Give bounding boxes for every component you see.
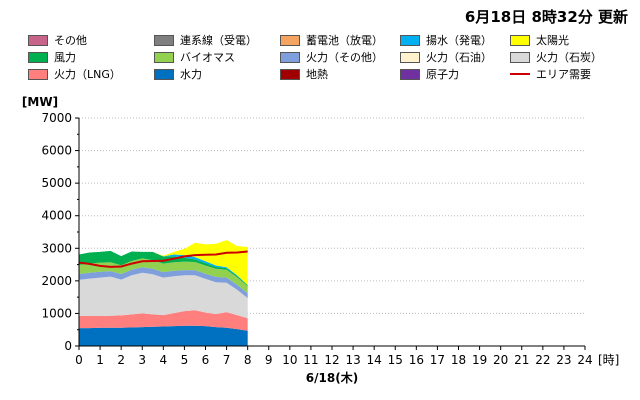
legend-label: 水力 <box>180 68 202 81</box>
y-tick-label: 7000 <box>41 111 72 125</box>
legend-item: 火力（石油） <box>400 50 510 64</box>
legend-label: 火力（その他） <box>306 51 383 64</box>
y-axis-label: [MW] <box>22 95 58 109</box>
x-tick-label: 10 <box>282 353 297 367</box>
legend-item: 火力（その他） <box>280 50 400 64</box>
demand-line <box>78 250 248 268</box>
x-tick-label: 20 <box>493 353 508 367</box>
legend-label: 太陽光 <box>536 34 569 47</box>
x-tick-label: 15 <box>388 353 403 367</box>
y-tick-label: 1000 <box>41 306 72 320</box>
legend-label: エリア需要 <box>536 68 591 81</box>
legend-item: 蓄電池（放電） <box>280 33 400 47</box>
area-series <box>79 325 248 346</box>
legend-label: 連系線（受電） <box>180 34 257 47</box>
legend-swatch <box>28 51 48 63</box>
x-tick-label: 17 <box>430 353 445 367</box>
legend-swatch <box>400 68 420 80</box>
legend-swatch <box>280 34 300 46</box>
area-series <box>79 240 248 286</box>
legend-swatch <box>28 68 48 80</box>
x-axis-label: 6/18(木) <box>306 370 358 385</box>
x-tick-label: 9 <box>265 353 273 367</box>
legend-item: 太陽光 <box>510 33 620 47</box>
x-tick-label: 16 <box>409 353 424 367</box>
legend-label: その他 <box>54 34 87 47</box>
x-tick-label: 11 <box>303 353 318 367</box>
legend-label: 地熱 <box>306 68 328 81</box>
legend-swatch <box>510 34 530 46</box>
y-tick-label: 3000 <box>41 241 72 255</box>
legend-item: 火力（LNG） <box>28 67 154 81</box>
x-tick-label: 12 <box>324 353 339 367</box>
x-tick-label: 23 <box>556 353 571 367</box>
legend-item: 地熱 <box>280 67 400 81</box>
area-series <box>79 272 248 319</box>
x-tick-label: 3 <box>138 353 146 367</box>
x-tick-label: 21 <box>514 353 529 367</box>
y-tick-label: 2000 <box>41 274 72 288</box>
legend-swatch <box>154 68 174 80</box>
legend-swatch <box>400 34 420 46</box>
x-tick-label: 4 <box>160 353 168 367</box>
legend-label: 火力（石油） <box>426 51 492 64</box>
legend-swatch <box>280 51 300 63</box>
x-tick-label: 1 <box>96 353 104 367</box>
area-series <box>79 250 248 287</box>
x-tick-label: 2 <box>117 353 125 367</box>
legend-swatch <box>510 73 530 75</box>
legend-swatch <box>28 34 48 46</box>
legend-item: バイオマス <box>154 50 280 64</box>
area-series <box>79 267 248 299</box>
x-tick-label: 13 <box>345 353 360 367</box>
x-tick-label: 24 <box>577 353 592 367</box>
x-unit-label: [時] <box>598 353 619 367</box>
legend-label: 原子力 <box>426 68 459 81</box>
legend-item: 揚水（発電） <box>400 33 510 47</box>
legend-item: 水力 <box>154 67 280 81</box>
legend-item: 原子力 <box>400 67 510 81</box>
x-tick-label: 18 <box>451 353 466 367</box>
legend-label: 火力（LNG） <box>54 68 121 81</box>
y-tick-label: 6000 <box>41 144 72 158</box>
x-tick-label: 14 <box>367 353 382 367</box>
area-series <box>79 310 248 331</box>
legend-swatch <box>154 51 174 63</box>
legend-item: 連系線（受電） <box>154 33 280 47</box>
x-tick-label: 5 <box>181 353 189 367</box>
legend-label: バイオマス <box>180 51 235 64</box>
legend-label: 風力 <box>54 51 76 64</box>
x-tick-label: 22 <box>535 353 550 367</box>
x-tick-label: 8 <box>244 353 252 367</box>
legend-label: 揚水（発電） <box>426 34 492 47</box>
legend-swatch <box>400 51 420 63</box>
legend-label: 火力（石炭） <box>536 51 602 64</box>
legend-swatch <box>510 51 530 63</box>
legend-swatch <box>154 34 174 46</box>
x-tick-label: 7 <box>223 353 231 367</box>
y-tick-label: 0 <box>64 339 72 353</box>
legend-item: エリア需要 <box>510 67 620 81</box>
legend-item: その他 <box>28 33 154 47</box>
legend-label: 蓄電池（放電） <box>306 34 383 47</box>
x-tick-label: 6 <box>202 353 210 367</box>
y-tick-label: 4000 <box>41 209 72 223</box>
legend-swatch <box>280 68 300 80</box>
x-tick-label: 19 <box>472 353 487 367</box>
x-tick-label: 0 <box>75 353 83 367</box>
last-updated: 6月18日 8時32分 更新 <box>464 8 628 26</box>
y-tick-label: 5000 <box>41 176 72 190</box>
legend-item: 火力（石炭） <box>510 50 620 64</box>
legend: その他 連系線（受電） 蓄電池（放電） 揚水（発電） 太陽光風力 バイオマス 火力（その他）… <box>28 33 620 81</box>
legend-item: 風力 <box>28 50 154 64</box>
